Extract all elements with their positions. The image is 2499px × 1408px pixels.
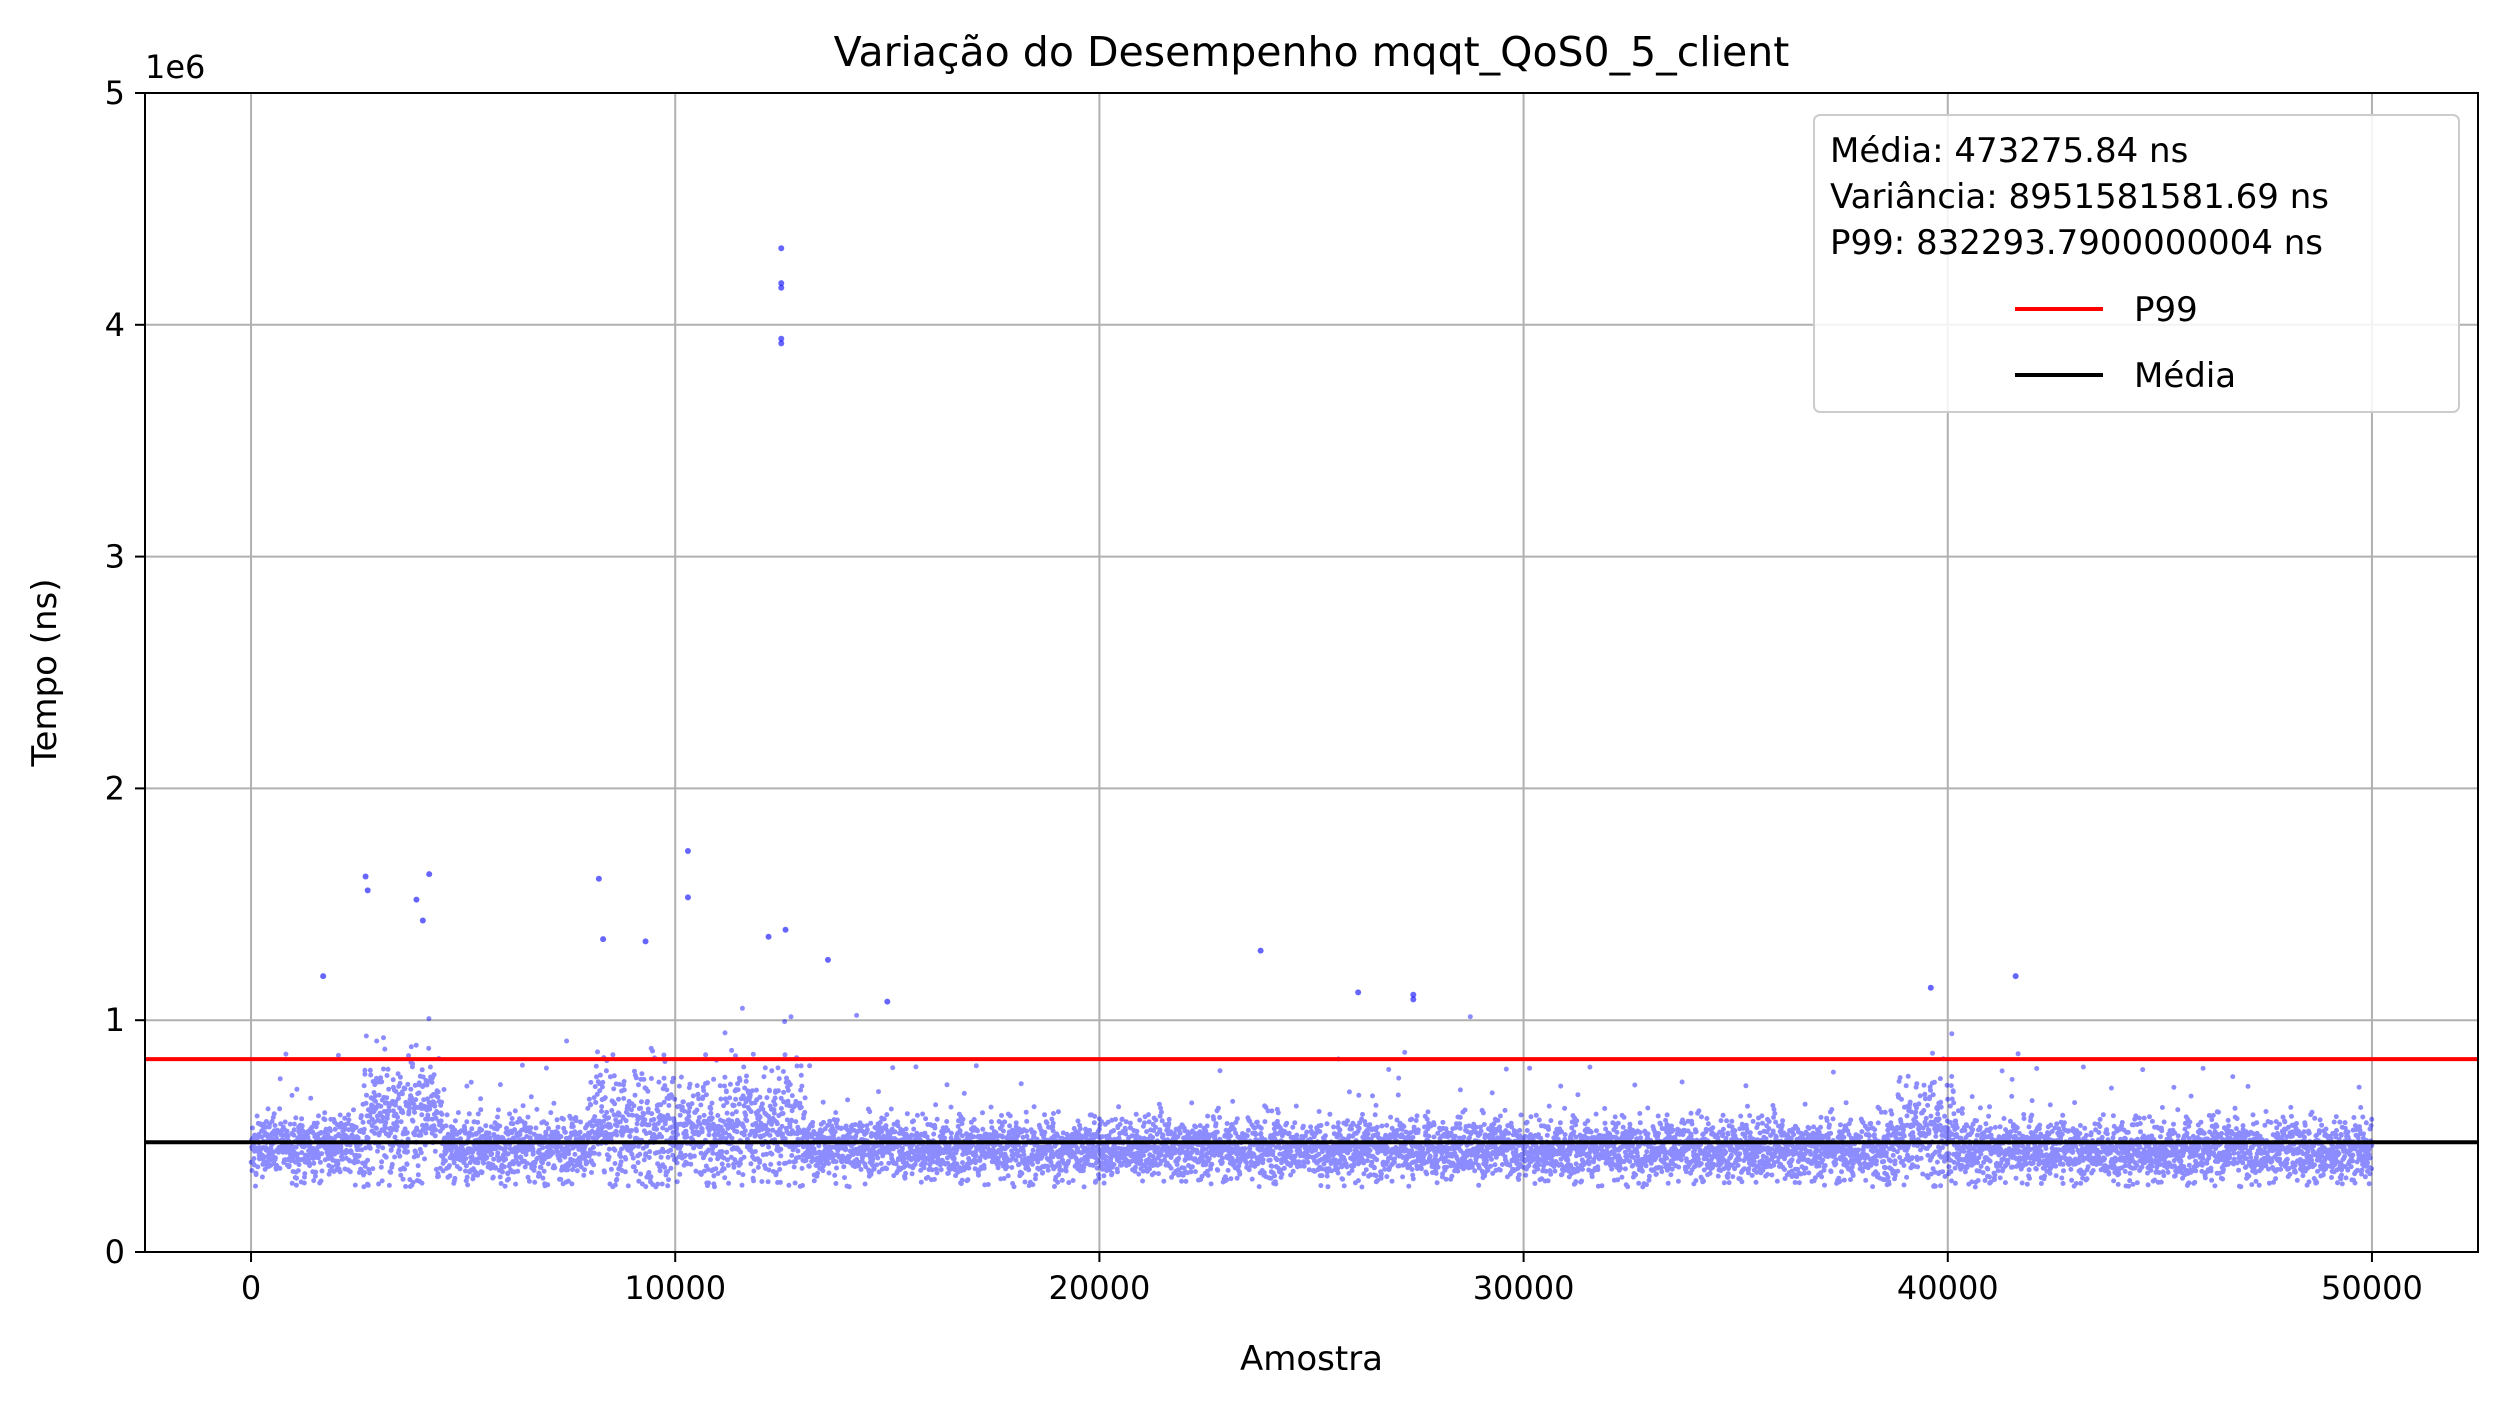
scatter-points: [248, 245, 2375, 1190]
x-tick-label: 50000: [2321, 1269, 2423, 1307]
legend-label-mean: Média: [2134, 356, 2236, 396]
scatter-outlier-point: [1257, 947, 1264, 954]
scatter-outlier-point: [778, 245, 785, 252]
scatter-outlier-point: [778, 340, 785, 347]
scatter-outlier-point: [362, 873, 369, 880]
legend-stat-mean: Média: 473275.84 ns: [1830, 131, 2188, 171]
x-axis-ticks: 0 10000 20000 30000 40000 50000: [241, 1252, 2423, 1307]
scatter-outlier-point: [684, 847, 691, 854]
scatter-outlier-point: [413, 896, 420, 903]
scatter-outlier-point: [884, 998, 891, 1005]
scatter-outlier-point: [778, 284, 785, 291]
legend-label-p99: P99: [2134, 290, 2198, 330]
scatter-outlier-point: [778, 280, 785, 287]
scatter-outlier-point: [364, 887, 371, 894]
legend: Média: 473275.84 ns Variância: 895158158…: [1813, 114, 2460, 413]
x-tick-label: 10000: [624, 1269, 726, 1307]
y-axis-ticks: 0 1 2 3 4 5: [105, 74, 145, 1271]
scatter-outlier-point: [320, 973, 327, 980]
scatter-outlier-point: [1410, 996, 1417, 1003]
scatter-outlier-point: [778, 335, 785, 342]
x-tick-label: 0: [241, 1269, 261, 1307]
legend-box: [1813, 114, 2460, 413]
scatter-outlier-point: [1927, 984, 1934, 991]
legend-stat-variance: Variância: 8951581581.69 ns: [1830, 177, 2329, 217]
x-tick-label: 30000: [1473, 1269, 1575, 1307]
scatter-outlier-point: [782, 926, 789, 933]
legend-stat-p99: P99: 832293.7900000004 ns: [1830, 223, 2323, 263]
chart-title: Variação do Desempenho mqqt_QoS0_5_clien…: [834, 28, 1790, 76]
scatter-outlier-point: [1355, 989, 1362, 996]
scatter-outlier-point: [595, 875, 602, 882]
scatter-outlier-point: [642, 938, 649, 945]
scatter-outlier-point: [419, 917, 426, 924]
reference-lines: [145, 1057, 2478, 1145]
scatter-outlier-point: [2012, 973, 2019, 980]
x-tick-label: 40000: [1897, 1269, 1999, 1307]
y-tick-label: 4: [105, 306, 125, 344]
scatter-outlier-point: [765, 933, 772, 940]
y-tick-label: 3: [105, 538, 125, 576]
scatter-outlier-point: [1410, 991, 1417, 998]
scatter-outlier-point: [824, 956, 831, 963]
scatter-outlier-point: [426, 871, 433, 878]
y-axis-offset-label: 1e6: [145, 48, 205, 86]
y-tick-label: 1: [105, 1001, 125, 1039]
scatter-outlier-point: [600, 936, 607, 943]
y-tick-label: 5: [105, 74, 125, 112]
y-tick-label: 0: [105, 1233, 125, 1271]
y-tick-label: 2: [105, 769, 125, 807]
scatter-point-cloud: [248, 1005, 2375, 1190]
x-axis-label: Amostra: [1240, 1339, 1383, 1379]
plot-frame: [144, 92, 2479, 1253]
scatter-outlier-point: [684, 894, 691, 901]
y-axis-label: Tempo (ns): [25, 578, 65, 767]
x-tick-label: 20000: [1049, 1269, 1151, 1307]
